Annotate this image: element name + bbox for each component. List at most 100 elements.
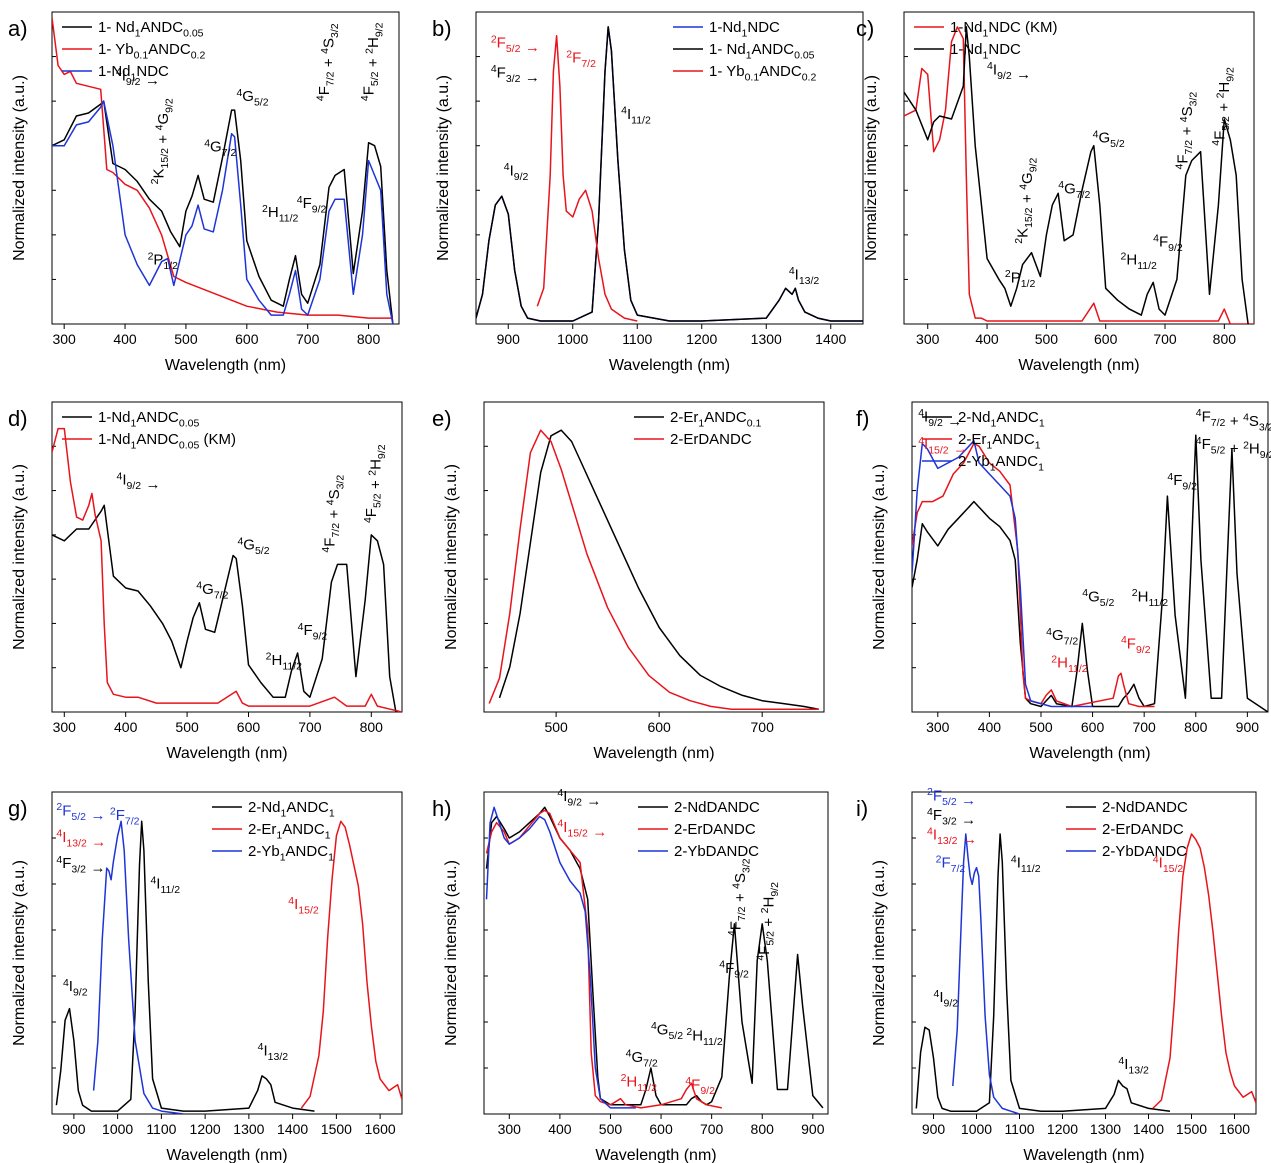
y-axis-label: Normalized intensity (a.u.) [443,860,460,1046]
transition-label: 4F7/2 + 4S3/2 [315,23,341,101]
x-axis-label: Wavelength (nm) [166,745,287,762]
x-axis-label: Wavelength (nm) [595,1147,716,1163]
series-line-red [1152,833,1256,1109]
transition-label: 4I11/2 [150,874,180,896]
transition-label: 4F5/2 + 2H9/2 [1196,435,1271,461]
transition-label: 4G5/2 [236,87,268,109]
plot-frame [483,401,825,713]
x-tick-label: 800 [360,719,384,735]
x-tick-label: 700 [700,1121,724,1137]
x-tick-label: 1000 [557,331,588,347]
transition-label: 2P1/2 [148,250,179,272]
y-axis-label: Normalized intensity (a.u.) [435,75,452,261]
series-line-red [300,820,402,1109]
x-tick-label: 1300 [751,331,782,347]
series-line-blue [485,806,636,1109]
transition-label: 2H11/2 [266,651,303,673]
x-tick-label: 1300 [1090,1121,1121,1137]
series-line-black [915,833,1171,1112]
legend-entry: 2-Er1ANDC1 [958,431,1041,452]
transition-label: 4F5/2 + 2H9/2 [755,882,781,961]
transition-label: 4I13/2 [1118,1055,1149,1077]
legend-entry: 2-ErDANDC [1102,821,1184,838]
x-tick-label: 400 [114,719,138,735]
transition-label: 4F7/2 + 4S3/2 [1196,407,1271,433]
x-tick-label: 600 [1081,719,1105,735]
legend-entry: 2-ErDANDC [674,821,756,838]
x-tick-label: 300 [498,1121,522,1137]
legend-entry: 2-Yb1ANDC1 [248,843,334,864]
x-tick-label: 500 [175,719,199,735]
x-tick-label: 400 [548,1121,572,1137]
plot-frame [51,11,400,325]
legend-entry: 2-Er1ANDC0.1 [670,409,761,430]
x-tick-label: 900 [1236,719,1260,735]
legend-entry: 1-Nd1NDC [98,63,169,84]
legend-entry: 1- Nd1ANDC0.05 [98,19,204,40]
transition-label: 4F3/2 → [927,806,976,829]
transition-label: 4F3/2 → [491,63,540,86]
y-axis-label: Normalized intensity (a.u.) [11,860,28,1046]
transition-label: 4F7/2 + 4S3/2 [320,475,346,553]
series-line-blue [912,440,1093,708]
x-axis-label: Wavelength (nm) [593,745,714,762]
x-axis-label: Wavelength (nm) [609,357,730,374]
transition-label: 4G5/2 [237,535,269,557]
transition-label: 4F9/2 [1167,471,1197,493]
y-axis-label: Normalized intensity (a.u.) [443,464,460,650]
x-tick-label: 1200 [190,1121,221,1137]
x-tick-label: 400 [978,719,1002,735]
panel-label: e) [432,406,452,431]
legend-entry: 1-Nd1ANDC0.05 [98,409,199,430]
x-tick-label: 700 [751,719,775,735]
x-tick-label: 1000 [102,1121,133,1137]
transition-label: 4I9/2 → [918,407,962,430]
transition-label: 4I15/2 [1153,853,1184,875]
transition-label: 2K15/2 + 4G9/2 [1013,158,1039,244]
transition-label: 2H11/2 [262,203,299,225]
panel-label: c) [856,16,874,41]
transition-label: 2F5/2 → 2F7/2 [56,801,139,827]
x-tick-label: 500 [1029,719,1053,735]
series-line-black [55,820,315,1112]
panel-label: b) [432,16,452,41]
transition-label: 4F5/2 + 2H9/2 [362,444,388,523]
plot-frame [51,791,403,1115]
plot-frame [483,791,829,1115]
transition-label: 4I13/2 [789,265,820,287]
x-tick-label: 900 [497,331,521,347]
x-tick-label: 800 [357,331,381,347]
legend-entry: 2-NdDANDC [674,799,760,816]
transition-label: 4F3/2 → [56,854,105,877]
panel-label: a) [8,16,28,41]
panel-label: f) [856,406,869,431]
series-line-red [904,26,1254,324]
x-tick-label: 700 [1132,719,1156,735]
transition-label: 4I9/2 → [557,787,601,810]
x-tick-label: 300 [916,331,940,347]
legend-entry: 2-ErDANDC [670,431,752,448]
legend-entry: 2-YbDANDC [674,843,759,860]
transition-label: 4I13/2 → [56,828,106,851]
legend-entry: 2-YbDANDC [1102,843,1187,860]
x-tick-label: 900 [62,1121,86,1137]
y-axis-label: Normalized intensity (a.u.) [871,860,888,1046]
panel-a: a) 300 400 500 600 700 800 Wavelength (nm) Norma… [8,11,400,374]
x-tick-label: 1100 [146,1121,176,1137]
plot-frame [911,791,1257,1115]
x-axis-label: Wavelength (nm) [1029,745,1150,762]
legend-entry: 1-Nd1ANDC0.05 (KM) [98,431,236,452]
panel-i: i) 900 1000 1100 1200 1300 1400 1500 1600 Wavelen… [856,786,1257,1163]
series-line-black [485,806,824,1109]
panel-d: d) 300 400 500 600 700 800 Wavelength (nm) Norma… [8,401,403,762]
legend-entry: 2-Yb1ANDC1 [958,453,1044,474]
x-tick-label: 500 [544,719,568,735]
x-tick-label: 900 [801,1121,825,1137]
series-line-blue [952,833,1020,1114]
transition-label: 2F5/2 → [491,33,540,56]
x-tick-label: 1600 [1219,1121,1250,1137]
legend-entry: 2-Er1ANDC1 [248,821,331,842]
series-line-black [476,26,863,322]
y-axis-label: Normalized intensity (a.u.) [863,75,880,261]
x-tick-label: 300 [52,331,76,347]
